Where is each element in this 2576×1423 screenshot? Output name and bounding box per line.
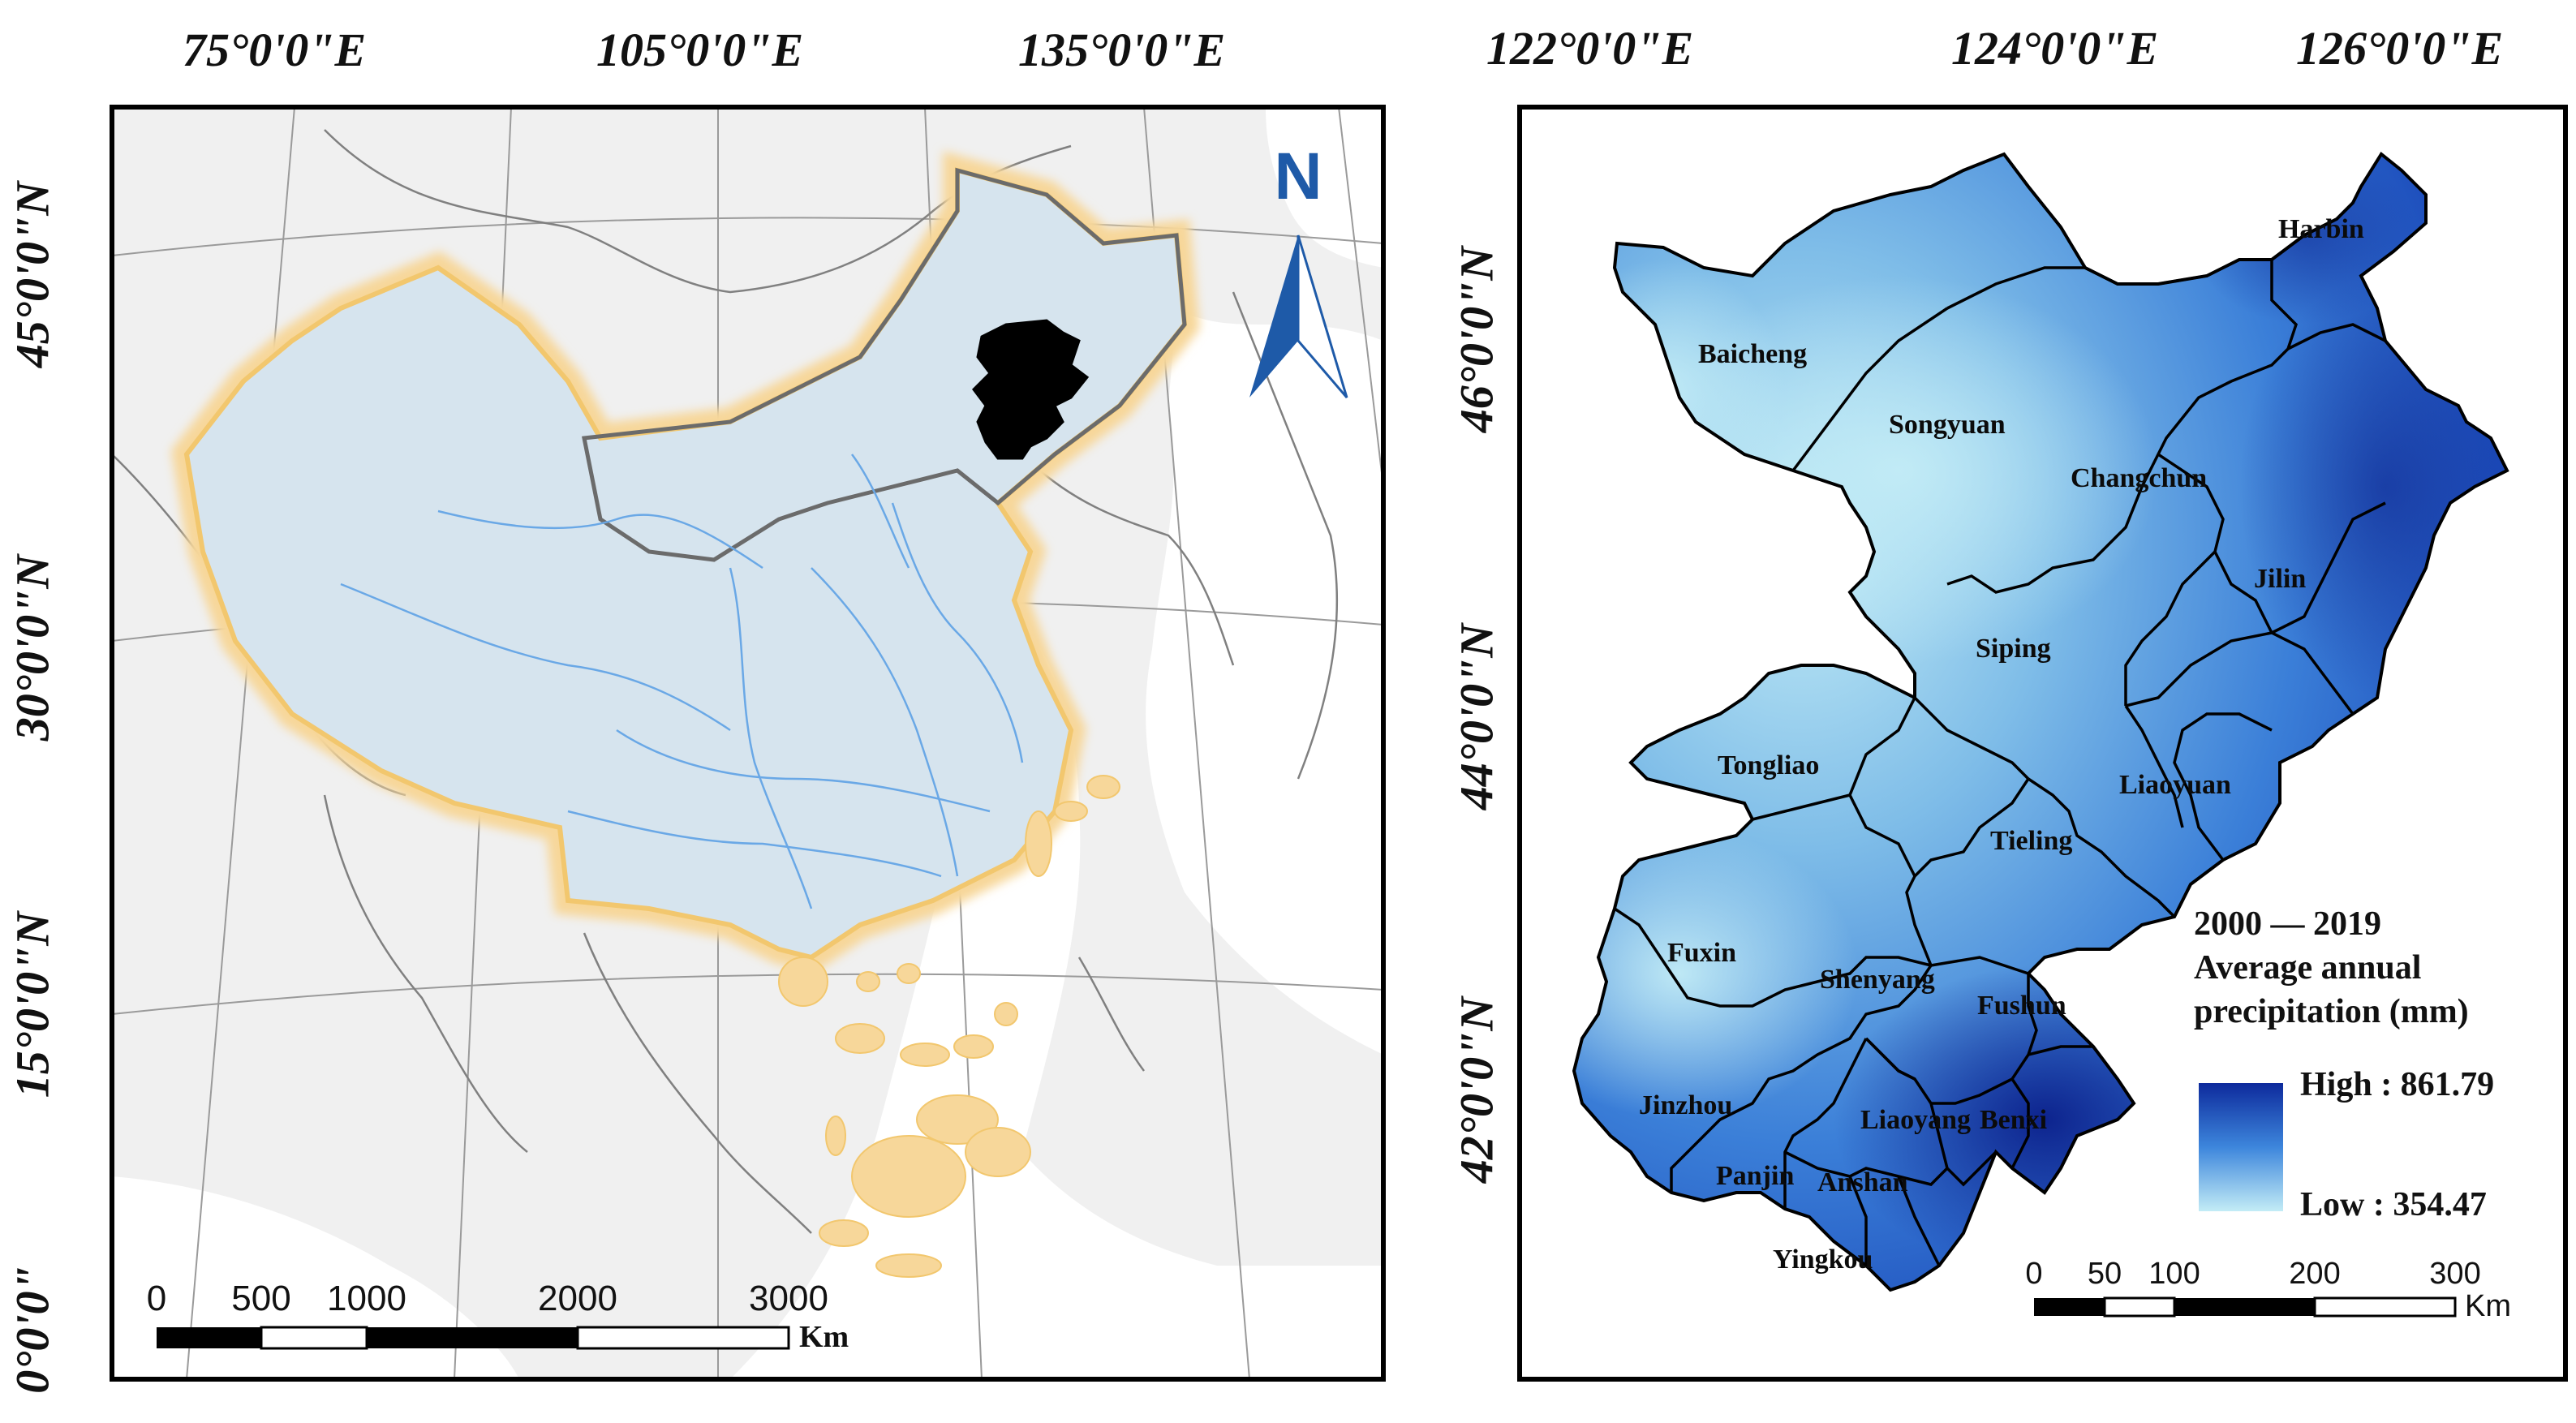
city-label-siping: Siping	[1976, 634, 2051, 664]
overview-map-frame	[110, 105, 1386, 1382]
city-label-panjin: Panjin	[1716, 1161, 1794, 1191]
city-label-anshan: Anshan	[1817, 1167, 1908, 1197]
svg-text:3000: 3000	[749, 1279, 828, 1318]
svg-text:0: 0	[147, 1279, 166, 1318]
city-label-tieling: Tieling	[1990, 826, 2072, 856]
north-arrow: N	[1249, 140, 1348, 398]
city-label-changchun: Changchun	[2071, 463, 2207, 493]
lon-label-75: 75°0'0"E	[183, 24, 367, 76]
city-label-jilin: Jilin	[2254, 564, 2306, 594]
overview-map: N 0 500 1000 2000 3000 Km	[112, 107, 1383, 1379]
city-label-shenyang: Shenyang	[1820, 965, 1935, 995]
svg-text:1000: 1000	[327, 1279, 406, 1318]
svg-text:100: 100	[2148, 1257, 2200, 1291]
legend-high-value: High : 861.79	[2300, 1066, 2495, 1103]
precipitation-map: Harbin Baicheng Songyuan Changchun Jilin…	[1572, 152, 2511, 1323]
city-label-fushun: Fushun	[1977, 991, 2066, 1021]
svg-text:0: 0	[2025, 1257, 2042, 1291]
legend-title-metric: Average annual	[2194, 949, 2422, 987]
precipitation-map-frame	[1517, 105, 2568, 1382]
legend-low-value: Low : 354.47	[2300, 1186, 2487, 1223]
lon-label-122: 122°0'0"E	[1486, 22, 1694, 75]
svg-text:Km: Km	[2465, 1289, 2511, 1323]
lon-label-135: 135°0'0"E	[1018, 24, 1226, 76]
overview-scale-bar: 0 500 1000 2000 3000 Km	[147, 1279, 849, 1354]
city-label-harbin: Harbin	[2278, 214, 2364, 244]
northern-region-outline	[582, 167, 1187, 562]
city-labels: Harbin Baicheng Songyuan Changchun Jilin…	[1639, 214, 2364, 1275]
legend-title-unit: precipitation (mm)	[2194, 993, 2469, 1030]
city-label-fuxin: Fuxin	[1667, 938, 1736, 968]
lon-label-126: 126°0'0"E	[2296, 22, 2504, 75]
svg-text:300: 300	[2429, 1257, 2480, 1291]
city-label-tongliao: Tongliao	[1718, 750, 1819, 780]
city-label-jinzhou: Jinzhou	[1639, 1090, 1732, 1120]
lon-label-124: 124°0'0"E	[1951, 22, 2159, 75]
city-boundaries	[1614, 153, 2386, 1266]
overview-map-panel: 75°0'0"E 105°0'0"E 135°0'0"E 45°0'0"N 30…	[6, 24, 1386, 1394]
city-label-yingkou: Yingkou	[1773, 1245, 1873, 1275]
city-label-liaoyang: Liaoyang	[1860, 1105, 1971, 1135]
legend-title-years: 2000 — 2019	[2194, 905, 2381, 943]
study-area-northeast-china	[972, 319, 1090, 460]
svg-text:50: 50	[2088, 1257, 2122, 1291]
province-lines	[340, 454, 1024, 909]
precipitation-map-panel: 122°0'0"E 124°0'0"E 126°0'0"E 46°0'0"N 4…	[1412, 0, 2576, 1423]
svg-text:2000: 2000	[538, 1279, 617, 1318]
city-label-liaoyuan: Liaoyuan	[2119, 770, 2231, 800]
sea-area-east	[1146, 308, 1383, 1055]
legend-color-ramp	[2199, 1083, 2283, 1211]
svg-text:200: 200	[2289, 1257, 2340, 1291]
svg-text:Km: Km	[799, 1320, 849, 1354]
city-label-baicheng: Baicheng	[1698, 339, 1807, 369]
svg-text:N: N	[1274, 140, 1322, 213]
south-china-sea-islands	[778, 775, 1120, 1278]
city-label-benxi: Benxi	[1980, 1105, 2047, 1135]
precipitation-scale-bar: 0 50 100 200 300 Km	[2025, 1257, 2511, 1323]
study-area-boundary	[1572, 152, 2509, 1292]
lon-label-105: 105°0'0"E	[596, 24, 804, 76]
svg-text:500: 500	[231, 1279, 290, 1318]
city-label-songyuan: Songyuan	[1889, 410, 2006, 440]
sea-area-north	[1266, 107, 1383, 268]
